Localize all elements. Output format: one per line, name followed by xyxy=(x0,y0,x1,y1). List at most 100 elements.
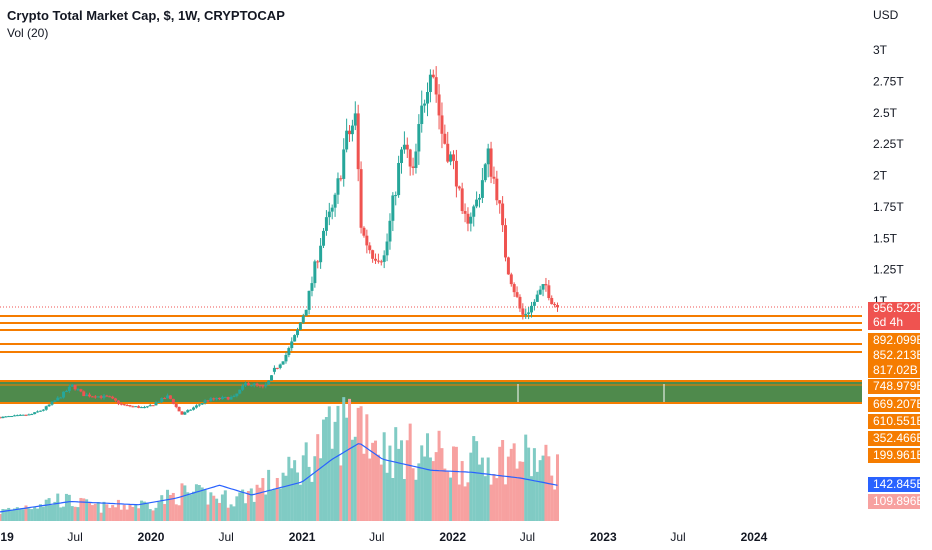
candle-body xyxy=(41,409,45,411)
candle-body xyxy=(252,383,256,386)
candle-body xyxy=(391,195,395,221)
last-price-badge-bg xyxy=(868,302,920,316)
volume-bar xyxy=(275,477,279,521)
volume-bar xyxy=(50,504,54,521)
candle-body xyxy=(524,313,528,315)
candle-body xyxy=(119,403,123,405)
candle-body xyxy=(275,367,279,369)
candle-body xyxy=(466,213,470,224)
candle-body xyxy=(70,384,74,387)
candle-body xyxy=(59,397,63,399)
price-tick-label: 3T xyxy=(873,43,888,57)
volume-bar xyxy=(411,468,415,521)
volume-bar xyxy=(212,495,216,521)
volume-bar xyxy=(235,496,239,521)
volume-bar xyxy=(38,504,42,521)
candle-body xyxy=(82,391,86,397)
volume-bar xyxy=(192,491,196,521)
candle-body xyxy=(322,230,326,246)
level-badge: 892.099B xyxy=(868,333,924,348)
volume-last-badge-text: 109.896B xyxy=(873,494,924,508)
volume-bar xyxy=(270,490,274,521)
volume-bar xyxy=(492,474,496,521)
candle-body xyxy=(420,105,424,125)
volume-bar xyxy=(290,468,294,521)
candle-body xyxy=(353,113,357,126)
volume-bar xyxy=(258,487,262,521)
candle-body xyxy=(105,395,109,397)
candle-body xyxy=(215,397,219,400)
volume-bar xyxy=(313,456,317,521)
volume-bar xyxy=(304,442,308,521)
volume-bar xyxy=(452,446,456,521)
candle-body xyxy=(512,284,516,293)
volume-bar xyxy=(498,446,502,521)
level-badge-bg xyxy=(868,414,920,429)
candle-body xyxy=(235,393,239,396)
candle-body xyxy=(56,397,60,401)
level-badge-bg xyxy=(868,348,920,363)
candle-body xyxy=(541,284,545,290)
currency-label: USD xyxy=(873,8,899,22)
volume-bar xyxy=(85,499,89,521)
candle-body xyxy=(90,396,94,398)
candle-body xyxy=(480,180,484,198)
volume-bar xyxy=(119,509,123,521)
countdown-badge-bg xyxy=(868,316,920,330)
volume-bar xyxy=(114,507,118,521)
candle-body xyxy=(246,383,250,386)
time-tick-label: Jul xyxy=(218,530,233,544)
candle-body xyxy=(521,308,525,315)
candle-body xyxy=(157,401,161,403)
volume-bar xyxy=(4,509,8,521)
volume-bar xyxy=(509,448,513,521)
volume-bar xyxy=(293,460,297,521)
candle-body xyxy=(469,216,473,224)
volume-bar xyxy=(157,501,161,521)
volume-bar xyxy=(255,484,259,521)
volume-bar xyxy=(33,506,37,521)
candle-body xyxy=(203,400,207,404)
volume-bar xyxy=(15,507,19,521)
volume-bar xyxy=(512,443,516,521)
volume-bar xyxy=(122,504,126,521)
volume-bar xyxy=(59,507,63,521)
candle-body xyxy=(102,395,106,398)
candle-body xyxy=(284,355,288,362)
volume-bar xyxy=(154,507,158,521)
candle-body xyxy=(137,406,141,408)
candle-body xyxy=(18,414,22,416)
volume-bar xyxy=(264,494,268,521)
candle-body xyxy=(258,385,262,387)
candle-body xyxy=(385,241,389,256)
volume-bar xyxy=(56,493,60,521)
volume-bar xyxy=(108,507,112,521)
volume-bar xyxy=(394,427,398,521)
volume-bar xyxy=(186,492,190,521)
volume-bar xyxy=(96,501,100,521)
volume-bar xyxy=(483,476,487,521)
volume-bar xyxy=(489,484,493,521)
candle-body xyxy=(535,294,539,302)
volume-bar xyxy=(111,505,115,521)
candle-body xyxy=(267,380,271,385)
volume-bar xyxy=(310,481,314,521)
candle-body xyxy=(287,348,291,356)
candle-body xyxy=(553,304,557,306)
volume-bar xyxy=(362,453,366,521)
volume-bar xyxy=(252,501,256,521)
candle-body xyxy=(238,389,242,394)
level-badge-text: 817.02B xyxy=(873,363,918,377)
volume-bar xyxy=(550,475,554,521)
candle-body xyxy=(96,396,100,398)
volume-bar xyxy=(70,506,74,521)
candle-body xyxy=(426,91,430,104)
candle-body xyxy=(550,298,554,305)
price-tick-label: 1.5T xyxy=(873,231,898,245)
level-badge-text: 892.099B xyxy=(873,333,924,347)
volume-bar xyxy=(93,503,97,521)
volume-bar xyxy=(541,455,545,521)
level-badge-bg xyxy=(868,363,920,378)
candle-body xyxy=(7,416,11,418)
